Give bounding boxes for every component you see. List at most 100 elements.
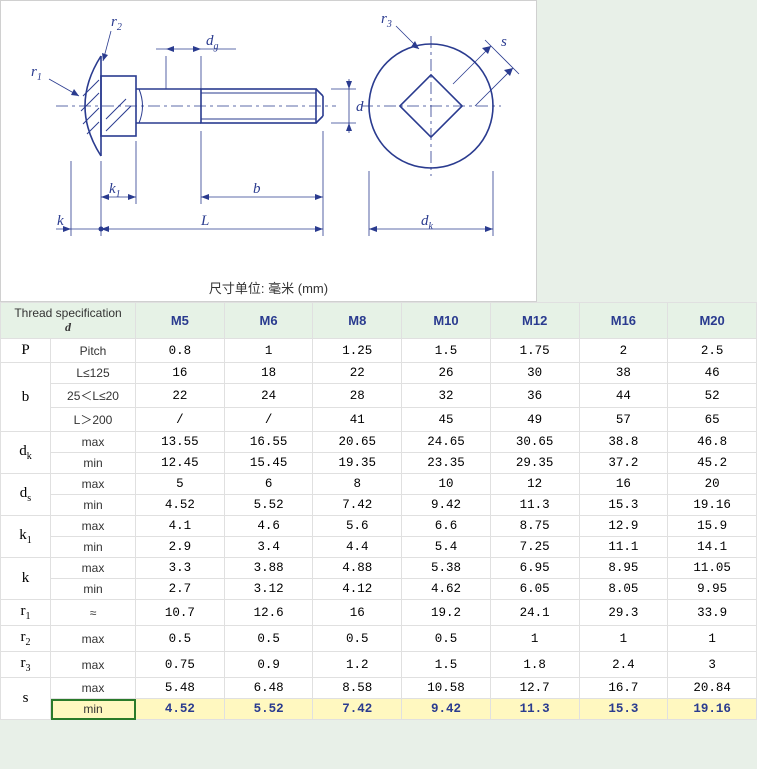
value-cell: 10.7 (136, 600, 225, 626)
page: r1 r2 dg d k k1 b L r3 s dk 尺寸单位: 毫米 (mm… (0, 0, 757, 720)
param-cell: r1 (1, 600, 51, 626)
value-cell: 0.5 (313, 626, 402, 652)
table-row: min12.4515.4519.3523.3529.3537.245.2 (1, 453, 757, 474)
table-row: smax5.486.488.5810.5812.716.720.84 (1, 678, 757, 699)
value-cell: 12 (490, 474, 579, 495)
value-cell: 4.52 (136, 699, 225, 720)
value-cell: 1 (490, 626, 579, 652)
table-row: kmax3.33.884.885.386.958.9511.05 (1, 558, 757, 579)
value-cell: 20 (668, 474, 757, 495)
value-cell: 19.2 (402, 600, 491, 626)
table-row: r3max0.750.91.21.51.82.43 (1, 652, 757, 678)
value-cell: 3 (668, 652, 757, 678)
table-row: min4.525.527.429.4211.315.319.16 (1, 699, 757, 720)
value-cell: 3.3 (136, 558, 225, 579)
value-cell: 38 (579, 363, 668, 384)
table-row: min4.525.527.429.4211.315.319.16 (1, 495, 757, 516)
value-cell: 8.58 (313, 678, 402, 699)
value-cell: 1.2 (313, 652, 402, 678)
svg-text:L: L (200, 213, 209, 229)
value-cell: 0.5 (224, 626, 313, 652)
value-cell: 16.55 (224, 432, 313, 453)
value-cell: 1.75 (490, 339, 579, 363)
condition-cell: min (51, 537, 136, 558)
condition-cell: min (51, 699, 136, 720)
value-cell: 8 (313, 474, 402, 495)
size-col: M10 (402, 303, 491, 339)
value-cell: 15.45 (224, 453, 313, 474)
value-cell: 3.12 (224, 579, 313, 600)
value-cell: 4.52 (136, 495, 225, 516)
condition-cell: 25＜L≤20 (51, 384, 136, 408)
value-cell: 19.16 (668, 699, 757, 720)
value-cell: 24.1 (490, 600, 579, 626)
value-cell: 16 (136, 363, 225, 384)
value-cell: 2.4 (579, 652, 668, 678)
value-cell: 29.3 (579, 600, 668, 626)
value-cell: 41 (313, 408, 402, 432)
condition-cell: L＞200 (51, 408, 136, 432)
value-cell: 5.4 (402, 537, 491, 558)
size-col: M12 (490, 303, 579, 339)
table-row: dsmax56810121620 (1, 474, 757, 495)
value-cell: 13.55 (136, 432, 225, 453)
value-cell: 0.9 (224, 652, 313, 678)
svg-text:d: d (356, 99, 364, 115)
value-cell: 5.48 (136, 678, 225, 699)
size-col: M8 (313, 303, 402, 339)
value-cell: 5.52 (224, 495, 313, 516)
value-cell: 9.42 (402, 699, 491, 720)
value-cell: 65 (668, 408, 757, 432)
value-cell: 5.52 (224, 699, 313, 720)
condition-cell: max (51, 474, 136, 495)
table-row: min2.73.124.124.626.058.059.95 (1, 579, 757, 600)
value-cell: 16 (313, 600, 402, 626)
value-cell: 4.4 (313, 537, 402, 558)
value-cell: 18 (224, 363, 313, 384)
value-cell: 22 (313, 363, 402, 384)
value-cell: 6.48 (224, 678, 313, 699)
value-cell: / (136, 408, 225, 432)
table-row: dkmax13.5516.5520.6524.6530.6538.846.8 (1, 432, 757, 453)
condition-cell: max (51, 558, 136, 579)
table-row: min2.93.44.45.47.2511.114.1 (1, 537, 757, 558)
size-col: M16 (579, 303, 668, 339)
value-cell: 26 (402, 363, 491, 384)
value-cell: 1.5 (402, 339, 491, 363)
table-row: bL≤12516182226303846 (1, 363, 757, 384)
unit-caption: 尺寸单位: 毫米 (mm) (1, 278, 536, 297)
value-cell: 28 (313, 384, 402, 408)
value-cell: 30.65 (490, 432, 579, 453)
table-row: k1max4.14.65.66.68.7512.915.9 (1, 516, 757, 537)
value-cell: 1 (668, 626, 757, 652)
value-cell: 12.45 (136, 453, 225, 474)
condition-cell: max (51, 516, 136, 537)
condition-cell: min (51, 495, 136, 516)
value-cell: 1.5 (402, 652, 491, 678)
value-cell: 8.75 (490, 516, 579, 537)
table-row: L＞200//4145495765 (1, 408, 757, 432)
value-cell: 10 (402, 474, 491, 495)
header-thread-spec: Thread specification d (1, 303, 136, 339)
value-cell: 49 (490, 408, 579, 432)
condition-cell: max (51, 678, 136, 699)
value-cell: 45 (402, 408, 491, 432)
condition-cell: Pitch (51, 339, 136, 363)
param-cell: s (1, 678, 51, 720)
param-cell: r2 (1, 626, 51, 652)
value-cell: 33.9 (668, 600, 757, 626)
condition-cell: max (51, 652, 136, 678)
value-cell: 11.05 (668, 558, 757, 579)
param-cell: k1 (1, 516, 51, 558)
param-cell: b (1, 363, 51, 432)
value-cell: 6.95 (490, 558, 579, 579)
condition-cell: max (51, 432, 136, 453)
value-cell: 2.7 (136, 579, 225, 600)
condition-cell: min (51, 579, 136, 600)
value-cell: 11.3 (490, 495, 579, 516)
svg-text:b: b (253, 181, 261, 197)
value-cell: 4.12 (313, 579, 402, 600)
value-cell: 20.84 (668, 678, 757, 699)
condition-cell: min (51, 453, 136, 474)
value-cell: 1 (224, 339, 313, 363)
